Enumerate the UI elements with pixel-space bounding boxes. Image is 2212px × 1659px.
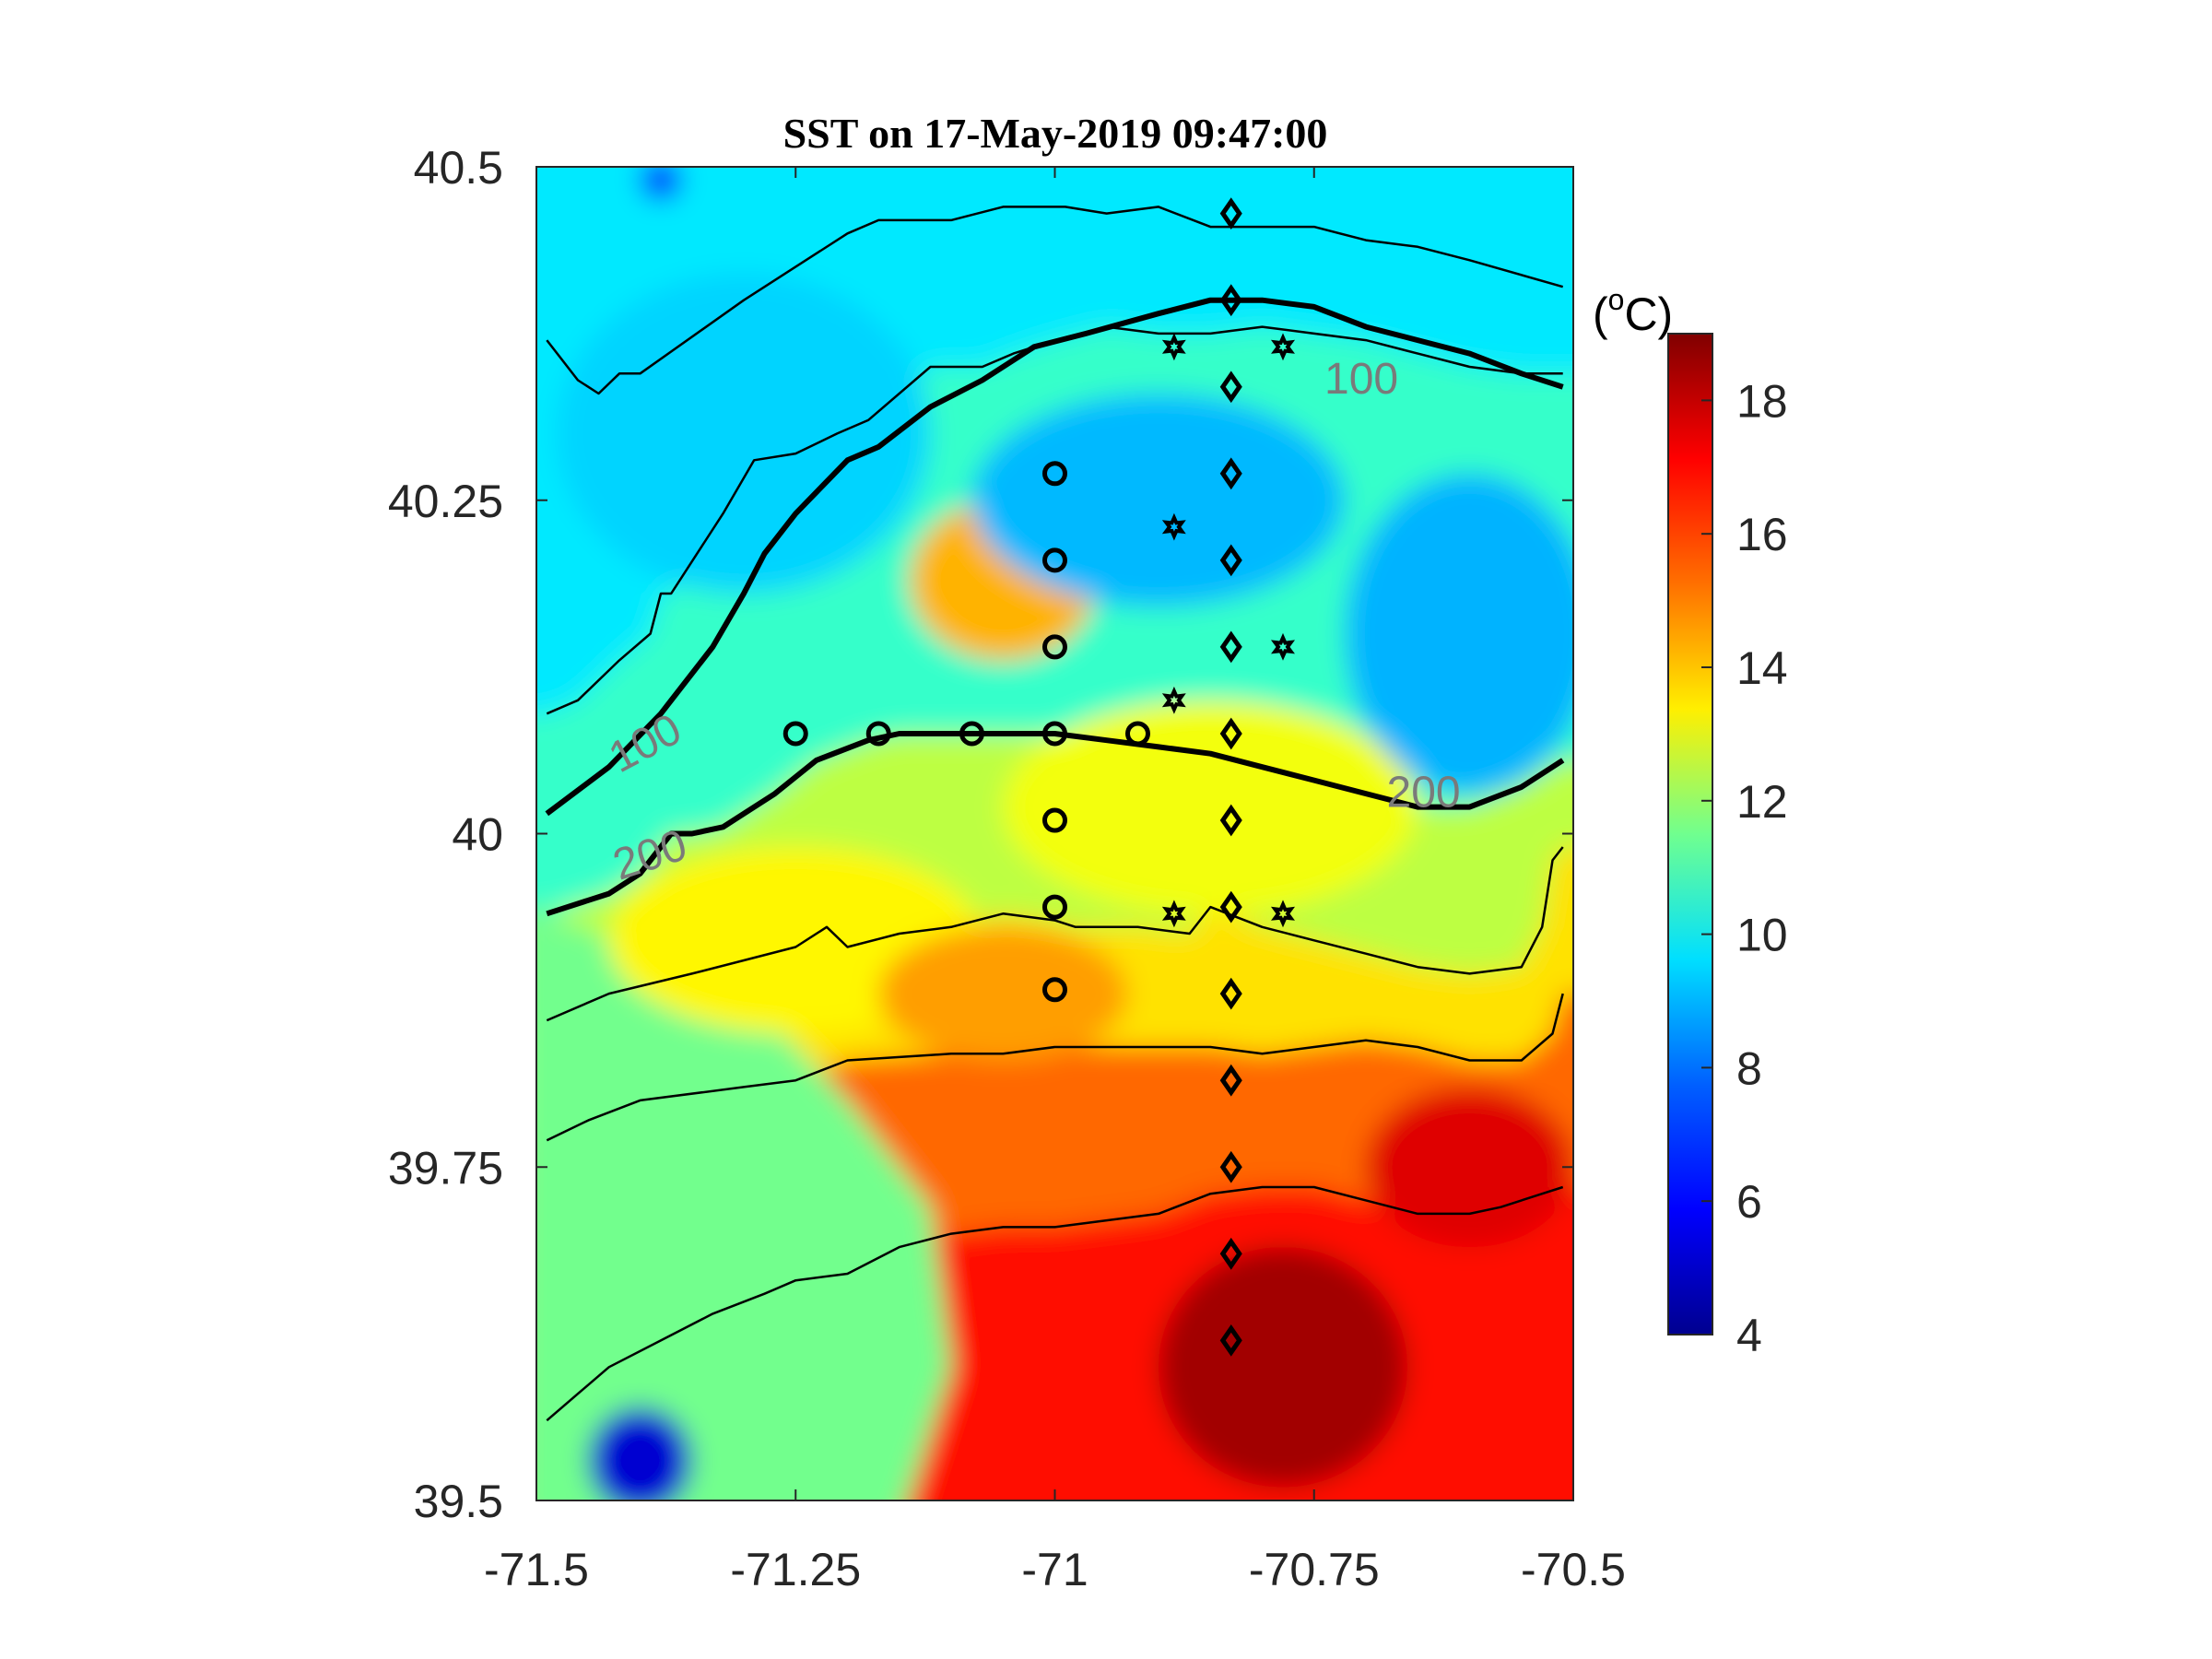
station-star-4 bbox=[1161, 686, 1186, 714]
station-diamond-4 bbox=[1219, 544, 1242, 577]
station-star-5 bbox=[1161, 900, 1186, 928]
sst-feature-5 bbox=[1366, 1087, 1573, 1248]
colorbar: 4 6 8 10 12 14 16 18 (oC) bbox=[1593, 283, 1788, 1361]
isobath-label-100: 100 bbox=[1324, 355, 1398, 404]
sst-feature-7 bbox=[640, 167, 682, 201]
station-circle-7 bbox=[1042, 634, 1067, 660]
isobath-label-200: 200 bbox=[1387, 769, 1461, 818]
y-tick-label: 40.25 bbox=[388, 476, 503, 527]
station-diamond-10 bbox=[1219, 1064, 1242, 1097]
colorbar-tick-label: 6 bbox=[1736, 1176, 1762, 1228]
station-circle-4 bbox=[1125, 721, 1150, 747]
station-diamond-9 bbox=[1219, 977, 1242, 1010]
station-circle-2 bbox=[959, 721, 984, 747]
y-tick-label: 39.5 bbox=[414, 1476, 503, 1527]
x-axis: -71.5 -71.25 -71 -70.75 -70.5 bbox=[484, 167, 1626, 1595]
y-tick-label: 39.75 bbox=[388, 1142, 503, 1194]
station-circle-8 bbox=[1042, 807, 1067, 833]
sst-field bbox=[536, 167, 1573, 1500]
isobath-line-2 bbox=[545, 297, 1564, 817]
colorbar-tick-label: 18 bbox=[1736, 375, 1788, 427]
station-diamond-13 bbox=[1219, 1324, 1242, 1357]
station-star-3 bbox=[1270, 632, 1296, 661]
station-circle-6 bbox=[1042, 547, 1067, 573]
sst-feature-8 bbox=[971, 393, 1346, 607]
x-tick-label: -71 bbox=[1021, 1544, 1088, 1595]
isobath-line-1 bbox=[546, 325, 1563, 715]
station-diamond-1 bbox=[1219, 284, 1242, 317]
sst-feature-1 bbox=[1003, 700, 1418, 914]
colorbar-tick-label: 14 bbox=[1736, 642, 1788, 694]
station-circle-10 bbox=[1042, 977, 1067, 1003]
station-diamond-2 bbox=[1219, 371, 1242, 404]
colorbar-tick-label: 8 bbox=[1736, 1042, 1762, 1094]
colorbar-tick-label: 4 bbox=[1736, 1310, 1762, 1361]
colorbar-ticks: 4 6 8 10 12 14 16 18 bbox=[1701, 375, 1788, 1361]
colorbar-tick-label: 12 bbox=[1736, 776, 1788, 828]
y-tick-label: 40.5 bbox=[414, 142, 503, 194]
sst-feature-6 bbox=[588, 1406, 692, 1500]
station-diamond-11 bbox=[1219, 1150, 1242, 1183]
station-diamond-3 bbox=[1219, 457, 1242, 490]
unit-main: C) bbox=[1624, 288, 1673, 340]
station-diamond-6 bbox=[1219, 717, 1242, 750]
colorbar-gradient bbox=[1667, 333, 1713, 1335]
isobaths bbox=[545, 206, 1565, 1422]
station-circle-1 bbox=[865, 721, 891, 747]
station-star-6 bbox=[1270, 900, 1296, 928]
isobath-line-5 bbox=[546, 993, 1564, 1142]
x-tick-label: -70.75 bbox=[1249, 1544, 1380, 1595]
isobath-line-6 bbox=[546, 1185, 1564, 1422]
sst-feature-10 bbox=[557, 273, 931, 594]
isobath-line-3 bbox=[546, 731, 1565, 917]
station-circle-3 bbox=[1042, 721, 1067, 747]
isobath-line-4 bbox=[546, 846, 1564, 1022]
station-star-1 bbox=[1270, 333, 1296, 361]
station-diamond-0 bbox=[1219, 197, 1242, 230]
x-tick-label: -71.25 bbox=[730, 1544, 861, 1595]
x-tick-label: -71.5 bbox=[484, 1544, 589, 1595]
station-circle-9 bbox=[1042, 894, 1067, 920]
sst-feature-4 bbox=[1159, 1247, 1407, 1488]
chart-title: SST on 17-May-2019 09:47:00 bbox=[783, 110, 1328, 157]
colorbar-unit-label: (oC) bbox=[1593, 283, 1673, 340]
colorbar-tick-label: 10 bbox=[1736, 910, 1788, 961]
station-diamond-8 bbox=[1219, 890, 1242, 924]
y-tick-label: 40 bbox=[452, 809, 503, 861]
sst-feature-3 bbox=[878, 926, 1128, 1061]
y-axis: 39.5 39.75 40 40.25 40.5 bbox=[388, 142, 1573, 1527]
sst-cool-tongue bbox=[536, 909, 951, 1500]
colorbar-tick-label: 16 bbox=[1736, 509, 1788, 560]
station-circle-0 bbox=[782, 721, 808, 747]
sst-feature-9 bbox=[1345, 473, 1573, 794]
station-star-0 bbox=[1161, 333, 1186, 361]
unit-degree: o bbox=[1608, 283, 1625, 316]
station-diamond-7 bbox=[1219, 804, 1242, 837]
unit-paren: ( bbox=[1593, 288, 1608, 340]
stations bbox=[782, 197, 1296, 1357]
x-tick-label: -70.5 bbox=[1521, 1544, 1626, 1595]
station-diamond-5 bbox=[1219, 630, 1242, 664]
station-star-2 bbox=[1161, 512, 1186, 541]
isobath-line-0 bbox=[546, 206, 1564, 395]
station-diamond-12 bbox=[1219, 1237, 1242, 1270]
station-circle-5 bbox=[1042, 461, 1067, 487]
